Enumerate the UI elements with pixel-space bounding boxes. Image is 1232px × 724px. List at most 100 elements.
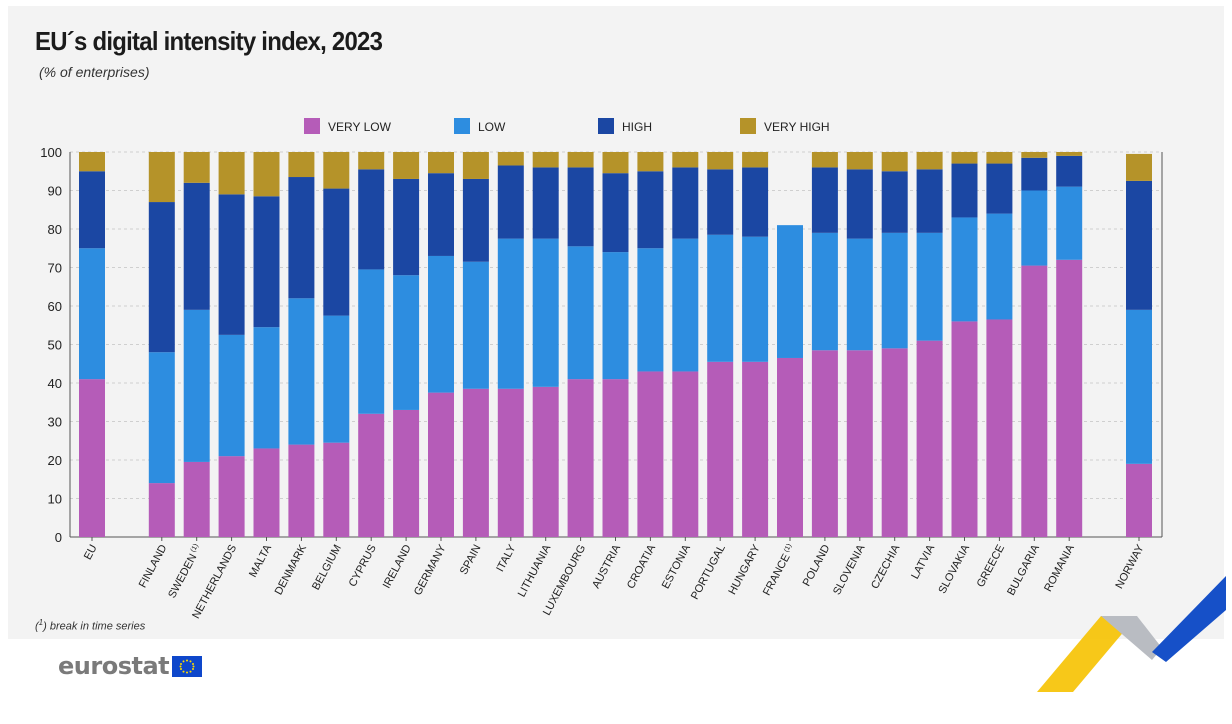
bar-slovenia-low xyxy=(846,238,873,351)
bar-italy-very-high xyxy=(497,152,524,166)
bar-romania-high xyxy=(1056,155,1083,187)
bar-hungary-high xyxy=(742,167,769,237)
x-tick-label: SLOVENIA xyxy=(831,542,868,597)
y-tick-label: 80 xyxy=(48,222,62,237)
x-tick-label: LITHUANIA xyxy=(516,542,554,599)
bar-germany-very-high xyxy=(428,152,454,174)
bar-norway-low xyxy=(1126,309,1152,464)
x-tick-label: PORTUGAL xyxy=(689,543,728,602)
bar-estonia-very-high xyxy=(672,152,699,168)
bar-latvia-very-high xyxy=(916,152,943,170)
bar-romania-very-low xyxy=(1056,259,1083,537)
bar-luxembourg-very-low xyxy=(567,379,594,537)
y-tick-label: 50 xyxy=(48,338,62,353)
bar-sweden-very-low xyxy=(183,461,210,537)
legend-label: VERY HIGH xyxy=(764,120,830,134)
logo-text: eurostat xyxy=(58,652,170,680)
bar-italy-very-low xyxy=(497,388,524,537)
eu-flag-icon xyxy=(172,655,203,677)
footnote-text: break in time series xyxy=(49,620,146,633)
legend-label: VERY LOW xyxy=(328,120,392,134)
bar-cyprus-high xyxy=(358,169,385,270)
bar-cyprus-very-low xyxy=(358,413,385,537)
footnote-marker: 1 xyxy=(38,618,44,627)
bar-slovenia-very-high xyxy=(846,152,873,170)
y-tick-label: 10 xyxy=(48,492,62,507)
bar-portugal-low xyxy=(707,234,734,362)
x-tick-label: SLOVAKIA xyxy=(936,542,972,596)
bar-norway-high xyxy=(1126,180,1152,310)
bar-cyprus-very-high xyxy=(358,152,385,170)
legend-item-high: HIGH xyxy=(598,118,652,134)
bar-italy-low xyxy=(497,238,524,389)
bar-luxembourg-very-high xyxy=(567,152,594,168)
bar-finland-high xyxy=(148,202,175,353)
x-tick-label: FINLAND xyxy=(137,543,170,590)
bar-bulgaria-very-low xyxy=(1021,265,1048,537)
x-tick-label: DENMARK xyxy=(273,542,310,597)
bar-ireland-low xyxy=(393,275,420,410)
x-tick-label: ROMANIA xyxy=(1042,542,1077,594)
bar-austria-very-low xyxy=(602,379,629,537)
bar-malta-very-high xyxy=(253,152,280,197)
bar-slovakia-very-high xyxy=(951,152,978,164)
bar-luxembourg-low xyxy=(567,246,594,380)
bar-portugal-very-high xyxy=(707,152,734,170)
legend-label: HIGH xyxy=(622,120,652,134)
bar-eu-low xyxy=(79,248,105,380)
bar-slovenia-high xyxy=(846,169,873,239)
bar-czechia-very-high xyxy=(881,152,908,172)
bar-poland-high xyxy=(811,167,838,233)
bar-poland-low xyxy=(811,232,838,351)
bar-estonia-low xyxy=(672,238,699,372)
bar-estonia-very-low xyxy=(672,371,699,537)
bar-finland-very-high xyxy=(148,152,175,203)
x-tick-label: ESTONIA xyxy=(660,542,693,591)
x-tick-label: NORWAY xyxy=(1113,542,1146,591)
bar-eu-high xyxy=(79,171,105,249)
bar-croatia-very-low xyxy=(637,371,664,537)
bar-netherlands-very-high xyxy=(218,152,245,195)
bar-hungary-very-high xyxy=(742,152,769,168)
bar-romania-very-high xyxy=(1056,152,1083,156)
legend-item-low: LOW xyxy=(454,118,506,134)
bar-slovakia-low xyxy=(951,217,978,322)
x-tick-label: HUNGARY xyxy=(726,542,763,597)
bar-sweden-high xyxy=(183,182,210,310)
bar-greece-high xyxy=(986,163,1013,214)
x-tick-label: GERMANY xyxy=(412,542,449,597)
y-tick-label: 0 xyxy=(55,530,62,545)
bar-norway-very-low xyxy=(1126,463,1152,537)
y-tick-label: 60 xyxy=(48,299,62,314)
bar-finland-very-low xyxy=(148,483,175,537)
bar-latvia-high xyxy=(916,169,943,233)
bar-spain-low xyxy=(462,261,489,389)
x-tick-label: MALTA xyxy=(247,542,274,579)
bar-czechia-low xyxy=(881,232,908,349)
bar-norway-very-high xyxy=(1126,153,1152,181)
bar-latvia-low xyxy=(916,232,943,341)
bar-lithuania-low xyxy=(532,238,559,387)
bar-belgium-high xyxy=(323,188,350,316)
x-tick-label: FRANCE (1) xyxy=(761,543,798,598)
bar-netherlands-low xyxy=(218,334,245,457)
bar-slovakia-very-low xyxy=(951,321,978,537)
bar-denmark-high xyxy=(288,177,315,299)
eurostat-logo: eurostat xyxy=(58,652,203,680)
bar-lithuania-very-high xyxy=(532,152,559,168)
x-tick-label: CZECHIA xyxy=(869,542,903,591)
bar-italy-high xyxy=(497,165,524,239)
bar-netherlands-high xyxy=(218,194,245,335)
bar-czechia-high xyxy=(881,171,908,233)
bar-croatia-low xyxy=(637,248,664,372)
bar-malta-very-low xyxy=(253,448,280,537)
bar-lithuania-very-low xyxy=(532,386,559,537)
bar-bulgaria-high xyxy=(1021,157,1048,191)
bar-denmark-low xyxy=(288,298,315,445)
bar-malta-high xyxy=(253,196,280,328)
x-tick-label: POLAND xyxy=(801,543,833,589)
bar-spain-very-low xyxy=(462,388,489,537)
bar-france-low xyxy=(777,225,803,358)
x-tick-label: GREECE xyxy=(975,543,1007,590)
bar-ireland-very-low xyxy=(393,409,420,537)
